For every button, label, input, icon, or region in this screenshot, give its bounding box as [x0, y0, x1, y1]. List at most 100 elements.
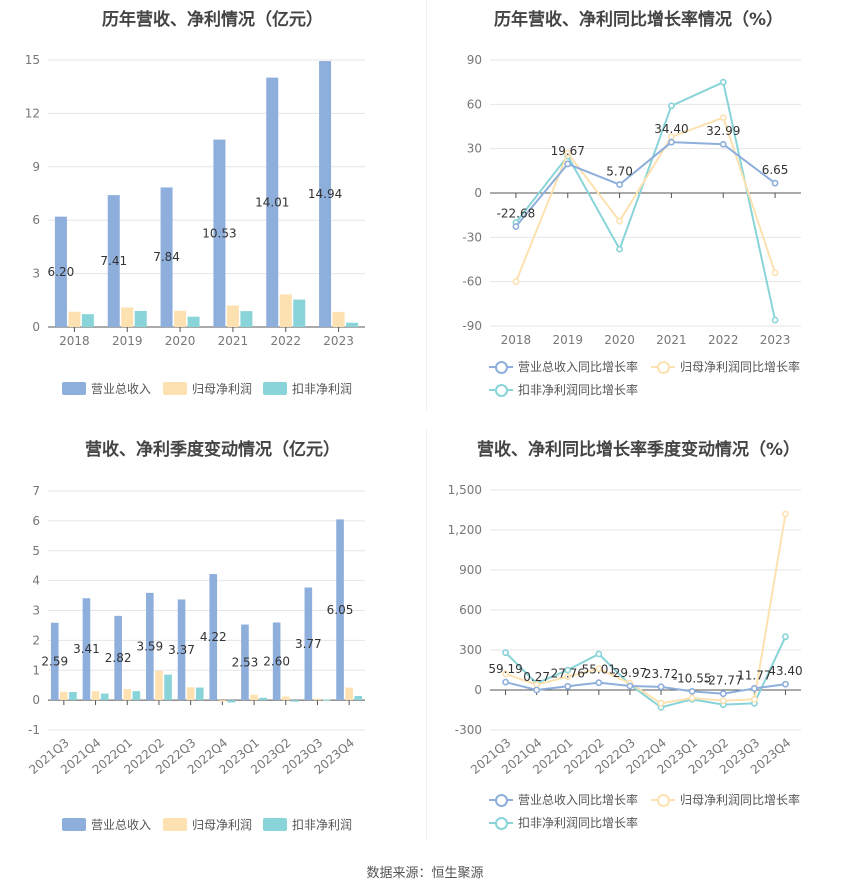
bar — [354, 695, 363, 701]
legend-item-deducted-profit[interactable]: 扣非净利润 — [263, 380, 352, 397]
chart-panel-annual-revenue: 历年营收、净利情况（亿元） 0 3 6 9 12 15 2018 2019 2020 2021 20… — [0, 0, 425, 420]
y-tick-label: -30 — [462, 230, 482, 244]
y-tick-label: 4 — [32, 574, 40, 588]
legend-swatch — [489, 383, 513, 397]
y-tick-label: -300 — [455, 723, 482, 737]
y-tick-label: 9 — [32, 160, 40, 174]
x-tick-label: 2018 — [59, 334, 90, 348]
line-chart-quarterly: -30003006009001,2001,5002021Q32021Q42022… — [448, 483, 803, 777]
y-tick-label: 600 — [459, 603, 482, 617]
data-label: 3.41 — [73, 642, 100, 656]
data-label: 7.84 — [153, 250, 180, 264]
bar — [134, 310, 147, 327]
data-point — [564, 682, 572, 690]
bar — [319, 61, 332, 328]
x-tick-label: 2018 — [501, 333, 532, 347]
legend-item-revenue-growth[interactable]: 营业总收入同比增长率 — [489, 358, 638, 375]
y-tick-label: 5 — [32, 544, 40, 558]
legend-label: 扣非净利润同比增长率 — [518, 383, 639, 397]
bar — [336, 519, 344, 701]
bar — [227, 700, 236, 703]
chart-panel-annual-growth: 历年营收、净利同比增长率情况（%） -90 -60 -30 0 30 60 90 2018 20… — [427, 0, 850, 420]
legend-item-revenue[interactable]: 营业总收入 — [62, 380, 151, 397]
legend-item-revenue[interactable]: 营业总收入 — [62, 816, 151, 833]
bar — [146, 592, 154, 701]
y-tick-label: 0 — [474, 186, 482, 200]
data-label: 0.27 — [523, 670, 550, 684]
data-point — [668, 102, 675, 110]
data-point — [750, 685, 758, 692]
bar — [81, 314, 94, 327]
bar — [209, 574, 218, 701]
data-point — [719, 697, 727, 705]
data-label: 55.01 — [582, 663, 616, 677]
legend-swatch — [651, 360, 675, 374]
chart-title: 历年营收、净利情况（亿元） — [102, 10, 323, 30]
legend-label: 扣非净利润同比增长率 — [518, 816, 639, 830]
bar — [82, 598, 91, 701]
divider-top — [426, 0, 427, 410]
bar — [241, 624, 249, 701]
x-tick-label: 2023 — [760, 333, 791, 347]
legend-swatch — [163, 818, 187, 831]
series-line — [505, 513, 787, 705]
bar — [114, 615, 122, 701]
data-point — [595, 679, 603, 687]
data-label: 3.77 — [295, 637, 322, 651]
bar — [304, 587, 313, 701]
legend-item-net-profit[interactable]: 归母净利润 — [163, 816, 252, 833]
data-label: 3.37 — [168, 643, 195, 657]
data-point — [533, 686, 541, 694]
legend: 营业总收入 归母净利润 扣非净利润 — [0, 816, 425, 836]
legend-item-net-profit[interactable]: 归母净利润 — [163, 380, 252, 397]
data-point — [771, 179, 779, 187]
legend-label: 扣非净利润 — [292, 818, 353, 832]
x-tick-label: 2019 — [552, 333, 583, 347]
x-tick-label: 2020 — [165, 334, 196, 348]
y-tick-label: -60 — [462, 275, 482, 289]
data-point — [512, 278, 520, 286]
data-point — [502, 670, 509, 678]
bar — [177, 599, 186, 701]
bar — [279, 294, 292, 327]
legend-item-deducted-growth[interactable]: 扣非净利润同比增长率 — [489, 814, 638, 831]
data-point — [616, 217, 623, 225]
data-point — [564, 666, 572, 674]
x-tick-label: 2021 — [656, 333, 687, 347]
data-label: 59.19 — [488, 662, 522, 676]
legend-item-revenue-growth[interactable]: 营业总收入同比增长率 — [489, 791, 638, 808]
legend-swatch — [263, 382, 287, 395]
data-label: 32.99 — [706, 124, 740, 138]
bar — [332, 311, 345, 327]
divider-bottom — [426, 430, 427, 840]
legend-item-net-growth[interactable]: 归母净利润同比增长率 — [651, 791, 800, 808]
data-point — [657, 683, 665, 691]
legend-label: 归母净利润同比增长率 — [680, 360, 801, 374]
legend-item-deducted-profit[interactable]: 扣非净利润 — [263, 816, 352, 833]
data-point — [719, 690, 727, 698]
data-point — [564, 673, 572, 681]
data-point — [616, 245, 623, 253]
bar — [155, 670, 163, 701]
bar — [174, 310, 187, 327]
data-source: 数据来源：恒生聚源 — [366, 866, 484, 881]
data-point — [564, 160, 572, 168]
y-tick-label: 300 — [459, 643, 482, 657]
legend-item-deducted-growth[interactable]: 扣非净利润同比增长率 — [489, 381, 638, 398]
data-label: 14.94 — [308, 187, 342, 201]
y-tick-label: 60 — [467, 97, 482, 111]
bar — [322, 699, 331, 701]
bar — [313, 698, 322, 701]
data-point — [512, 223, 520, 230]
bar — [240, 311, 253, 327]
legend-item-net-growth[interactable]: 归母净利润同比增长率 — [651, 358, 800, 375]
legend-label: 营业总收入同比增长率 — [518, 793, 639, 807]
y-tick-label: 0 — [32, 693, 40, 707]
bar — [54, 216, 67, 327]
data-label: 11.77 — [737, 668, 771, 682]
data-label: 27.76 — [551, 666, 585, 680]
x-tick-label: 2022 — [708, 333, 739, 347]
chart-panel-quarterly-revenue: 营收、净利季度变动情况（亿元） -1 0 1 2 3 4 5 6 7 2021Q3 2021Q4 20… — [0, 430, 425, 850]
legend: 营业总收入同比增长率 归母净利润同比增长率 扣非净利润同比增长率 — [427, 791, 850, 835]
series-line — [504, 636, 787, 709]
